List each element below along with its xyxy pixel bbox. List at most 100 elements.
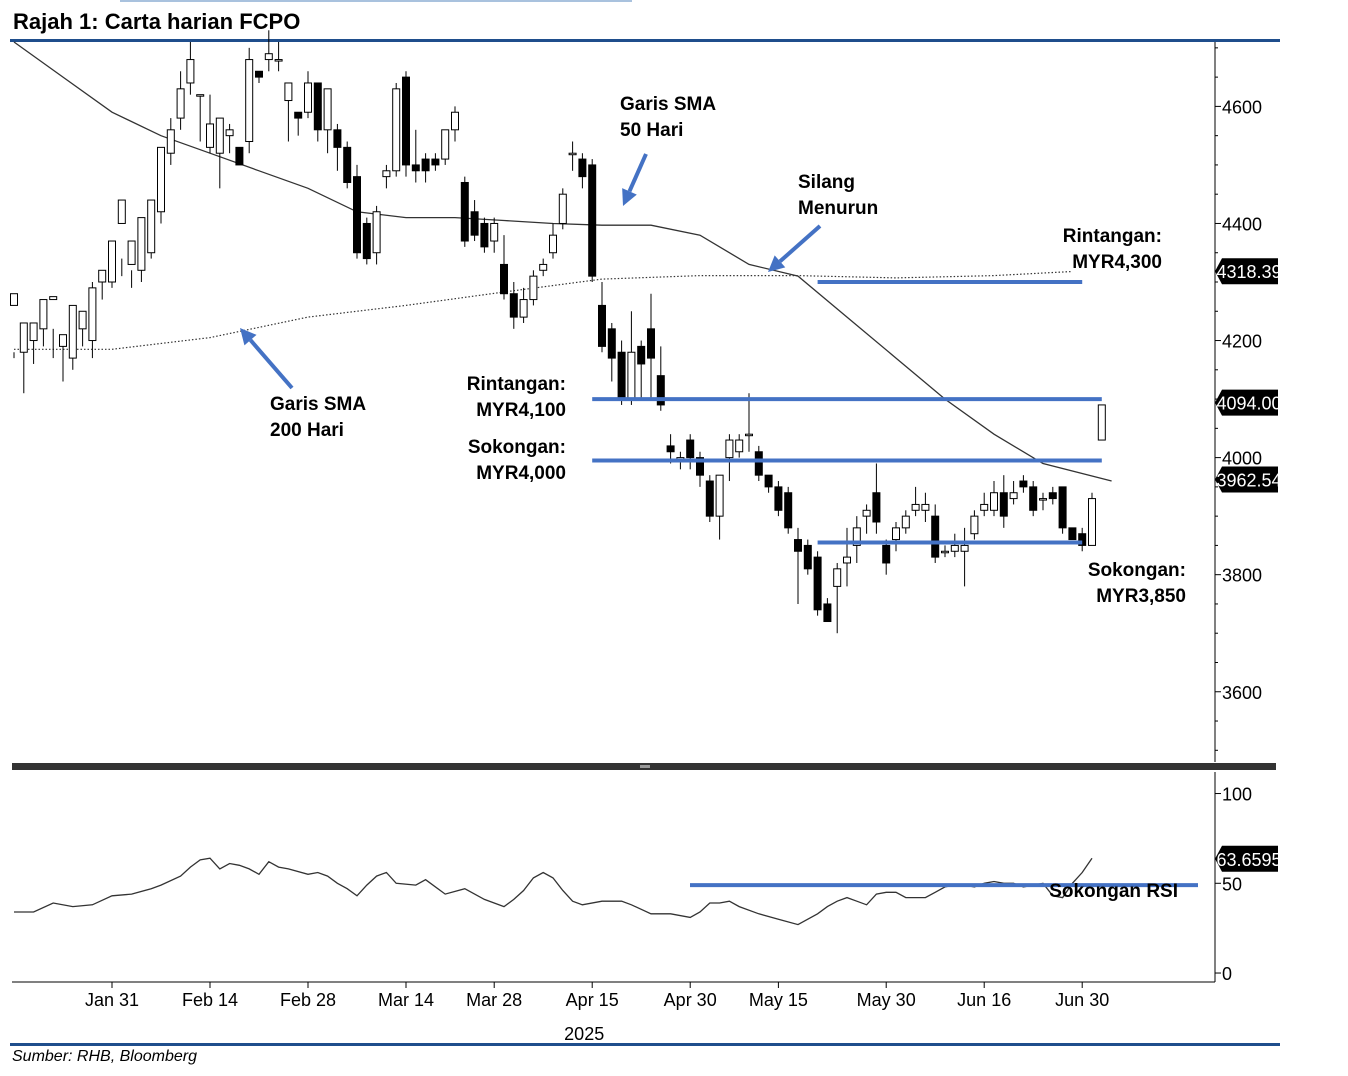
annotation-arrow-shaft bbox=[248, 338, 294, 390]
candle-body bbox=[157, 146, 165, 213]
candle-body bbox=[843, 556, 851, 564]
rsi-line bbox=[14, 857, 1093, 926]
candle-body bbox=[137, 217, 146, 271]
price-y-tick-label: 4400 bbox=[1222, 214, 1262, 234]
candle-body bbox=[784, 492, 793, 529]
rsi-y-tick-label: 0 bbox=[1222, 964, 1232, 984]
last-value-tag-label: 4094.00 bbox=[1216, 394, 1281, 414]
footer-rule bbox=[10, 1043, 1280, 1046]
last-value-tag-label: 3962.54 bbox=[1216, 471, 1281, 491]
annotation-text: Sokongan: bbox=[468, 437, 566, 458]
candle-body bbox=[862, 509, 871, 517]
candle-body bbox=[803, 544, 812, 570]
candle-body bbox=[1078, 533, 1087, 546]
annotation-text: 50 Hari bbox=[620, 120, 683, 141]
annotation-text: 200 Hari bbox=[270, 420, 344, 441]
candle-body bbox=[343, 146, 352, 183]
candle-body bbox=[313, 82, 322, 131]
candle-body bbox=[127, 240, 136, 265]
candle-body bbox=[686, 439, 695, 459]
x-year-label: 2025 bbox=[564, 1024, 604, 1044]
candle-body bbox=[950, 544, 959, 552]
candle-body bbox=[1048, 492, 1057, 500]
candle-body bbox=[509, 293, 518, 318]
candle-body bbox=[637, 345, 646, 365]
candle-body bbox=[402, 76, 410, 166]
rsi-support-label: Sokongan RSI bbox=[1049, 881, 1178, 902]
candle-body bbox=[529, 275, 538, 301]
candle-body bbox=[656, 375, 665, 406]
candle-body bbox=[147, 199, 156, 254]
candle-body bbox=[960, 544, 969, 552]
candle-body bbox=[255, 70, 263, 78]
candle-body bbox=[970, 515, 979, 535]
rsi-last-value-tag-label: 63.6595 bbox=[1216, 850, 1281, 870]
x-tick-label: Jun 30 bbox=[1055, 990, 1109, 1010]
candle-body bbox=[68, 304, 77, 359]
annotation-text: Garis SMA bbox=[620, 94, 716, 115]
candle-body bbox=[764, 474, 773, 488]
candle-body bbox=[206, 123, 214, 148]
candle-body bbox=[264, 53, 273, 61]
panel-separator-grip bbox=[640, 765, 650, 768]
candle-body bbox=[500, 263, 508, 295]
annotation-text: MYR4,100 bbox=[476, 400, 566, 421]
annotation-text: Garis SMA bbox=[270, 394, 366, 415]
candle-body bbox=[304, 82, 312, 113]
candle-body bbox=[911, 503, 920, 511]
annotation-text: Silang bbox=[798, 172, 855, 193]
last-value-tag-label: 4318.39 bbox=[1216, 262, 1281, 282]
last-value-tag bbox=[1215, 258, 1278, 285]
candle-body bbox=[1097, 404, 1106, 441]
candle-body bbox=[235, 146, 244, 166]
price-y-tick-label: 4600 bbox=[1222, 97, 1262, 117]
candle-body bbox=[990, 492, 998, 511]
candle-body bbox=[519, 299, 528, 318]
annotation-text: MYR3,850 bbox=[1096, 586, 1186, 607]
x-tick-label: Feb 14 bbox=[182, 990, 238, 1010]
candle-body bbox=[725, 439, 734, 459]
last-value-tag bbox=[1215, 389, 1278, 416]
annotation-text: MYR4,300 bbox=[1072, 252, 1162, 273]
candle-body bbox=[353, 176, 361, 254]
candle-body bbox=[696, 457, 704, 476]
candle-body bbox=[558, 193, 567, 224]
candle-body bbox=[460, 181, 469, 242]
x-tick-label: Jan 31 bbox=[85, 990, 139, 1010]
annotation-arrow-head bbox=[622, 188, 637, 206]
candle-body bbox=[568, 152, 577, 156]
candle-body bbox=[617, 351, 626, 400]
candle-body bbox=[872, 492, 881, 523]
price-y-tick-label: 3800 bbox=[1222, 566, 1262, 586]
candle-body bbox=[215, 117, 224, 154]
candle-body bbox=[901, 515, 910, 529]
candle-body bbox=[1088, 498, 1096, 546]
candle-body bbox=[549, 234, 557, 254]
candle-body bbox=[166, 129, 175, 154]
candle-body bbox=[441, 129, 450, 160]
candle-body bbox=[117, 199, 126, 224]
x-tick-label: May 30 bbox=[857, 990, 916, 1010]
rsi-y-tick-label: 50 bbox=[1222, 874, 1242, 894]
candle-body bbox=[10, 293, 18, 306]
candle-body bbox=[274, 59, 283, 62]
x-tick-label: Apr 30 bbox=[664, 990, 717, 1010]
candle-body bbox=[333, 129, 342, 148]
candle-body bbox=[108, 240, 116, 283]
candle-body bbox=[1058, 486, 1067, 529]
candle-body bbox=[490, 222, 499, 242]
candle-body bbox=[588, 164, 597, 277]
candle-body bbox=[1029, 486, 1038, 511]
top-accent-strip bbox=[120, 0, 632, 2]
candle-body bbox=[882, 544, 891, 564]
chart-title: Rajah 1: Carta harian FCPO bbox=[13, 9, 301, 34]
ma-line bbox=[14, 270, 1073, 350]
candle-body bbox=[372, 211, 381, 254]
annotation-arrow-head bbox=[768, 255, 786, 272]
candle-body bbox=[774, 486, 783, 511]
candle-body bbox=[941, 550, 949, 554]
candle-body bbox=[59, 334, 67, 347]
candle-body bbox=[627, 351, 636, 400]
candle-body bbox=[411, 164, 420, 172]
